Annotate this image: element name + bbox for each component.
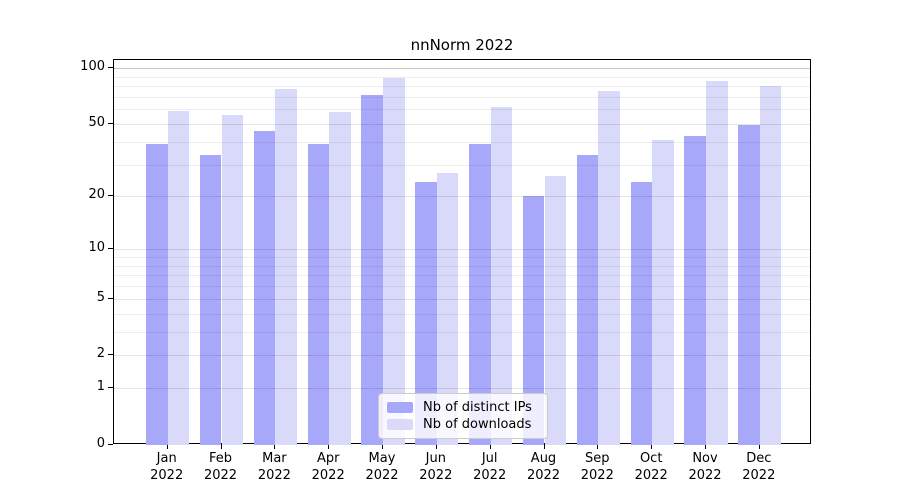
x-tick-dec: [758, 444, 760, 449]
x-tick-sep: [597, 444, 599, 449]
gridline-4: [114, 313, 810, 315]
bar-downloads-sep: [598, 91, 620, 445]
x-tick-label-aug: Aug 2022: [526, 451, 561, 483]
bar-downloads-apr: [329, 111, 351, 445]
x-tick-label-may: May 2022: [365, 451, 399, 483]
y-tick-label-1: 1: [96, 379, 105, 395]
gridline-60: [114, 109, 810, 111]
y-tick-label-2: 2: [96, 346, 105, 362]
x-tick-apr: [328, 444, 330, 449]
legend-swatch-distinct-ips: [387, 402, 413, 413]
bar-distinct-ips-nov: [684, 135, 706, 445]
gridline-40: [114, 141, 810, 143]
legend-label-distinct-ips: Nb of distinct IPs: [423, 400, 532, 415]
gridline-20: [114, 196, 810, 198]
x-tick-aug: [543, 444, 545, 449]
y-tick-5: [108, 297, 113, 299]
x-tick-label-dec: Dec 2022: [742, 451, 776, 483]
bar-downloads-nov: [706, 81, 728, 445]
x-tick-label-oct: Oct 2022: [634, 451, 668, 483]
y-tick-label-50: 50: [88, 114, 105, 130]
bar-downloads-oct: [652, 139, 674, 445]
legend: Nb of distinct IPs Nb of downloads: [378, 393, 548, 439]
bar-distinct-ips-oct: [630, 182, 653, 445]
y-tick-label-10: 10: [88, 240, 105, 256]
gridline-3: [114, 331, 810, 333]
gridline-80: [114, 86, 810, 87]
gridline-90: [114, 76, 810, 78]
legend-item-distinct-ips: Nb of distinct IPs: [387, 399, 539, 416]
x-tick-oct: [651, 444, 653, 449]
gridline-8: [114, 265, 810, 267]
x-tick-label-jun: Jun 2022: [419, 451, 453, 483]
bar-downloads-may: [383, 78, 405, 445]
gridline-6: [114, 286, 810, 287]
bar-distinct-ips-sep: [576, 154, 599, 445]
x-tick-jun: [435, 444, 437, 449]
gridline-5: [114, 298, 810, 300]
x-tick-label-apr: Apr 2022: [311, 451, 345, 483]
gridline-2: [114, 355, 810, 357]
y-tick-1: [108, 387, 113, 389]
y-tick-label-20: 20: [88, 187, 105, 203]
bar-distinct-ips-jul: [469, 143, 491, 445]
y-tick-100: [108, 67, 113, 68]
y-tick-2: [108, 354, 113, 356]
bar-downloads-jun: [436, 172, 459, 445]
bar-distinct-ips-jan: [146, 143, 168, 445]
gridline-100: [114, 68, 810, 69]
y-tick-20: [108, 195, 113, 197]
gridline-30: [114, 164, 810, 166]
x-tick-label-mar: Mar 2022: [257, 451, 291, 483]
x-tick-may: [382, 444, 383, 449]
x-tick-jul: [489, 444, 491, 449]
gridline-9: [114, 256, 810, 258]
bar-downloads-mar: [275, 89, 298, 445]
y-tick-label-100: 100: [80, 59, 105, 74]
x-tick-mar: [274, 444, 276, 449]
x-tick-label-jul: Jul 2022: [473, 451, 507, 483]
legend-label-downloads: Nb of downloads: [423, 417, 532, 432]
gridline-7: [114, 275, 810, 277]
bar-distinct-ips-mar: [253, 130, 276, 445]
legend-item-downloads: Nb of downloads: [387, 416, 539, 433]
gridline-50: [114, 123, 810, 125]
x-tick-feb: [220, 444, 222, 449]
bar-distinct-ips-jun: [415, 182, 437, 445]
plot-area: Nb of distinct IPs Nb of downloads: [113, 59, 811, 445]
y-tick-10: [108, 248, 113, 250]
x-tick-label-jan: Jan 2022: [150, 451, 184, 483]
y-tick-0: [108, 444, 113, 445]
bar-downloads-dec: [759, 86, 782, 445]
x-tick-label-sep: Sep 2022: [580, 451, 614, 483]
y-tick-label-5: 5: [96, 289, 105, 305]
bar-distinct-ips-may: [361, 94, 383, 445]
x-tick-nov: [705, 444, 706, 449]
bar-distinct-ips-aug: [522, 196, 545, 445]
bar-downloads-aug: [544, 175, 567, 445]
bar-downloads-jan: [167, 110, 190, 445]
gridline-70: [114, 96, 810, 98]
bar-downloads-jul: [490, 106, 513, 445]
gridline-1: [114, 388, 810, 390]
bar-distinct-ips-dec: [738, 125, 760, 445]
bar-distinct-ips-feb: [199, 154, 222, 445]
x-tick-label-nov: Nov 2022: [688, 451, 722, 483]
x-tick-label-feb: Feb 2022: [203, 451, 238, 483]
chart-title: nnNorm 2022: [410, 36, 514, 54]
x-tick-jan: [166, 444, 168, 449]
gridline-10: [114, 249, 810, 251]
y-tick-label-0: 0: [96, 436, 105, 451]
bar-downloads-feb: [221, 114, 244, 445]
legend-swatch-downloads: [387, 419, 413, 430]
y-tick-50: [108, 122, 113, 124]
bar-distinct-ips-apr: [307, 143, 330, 445]
